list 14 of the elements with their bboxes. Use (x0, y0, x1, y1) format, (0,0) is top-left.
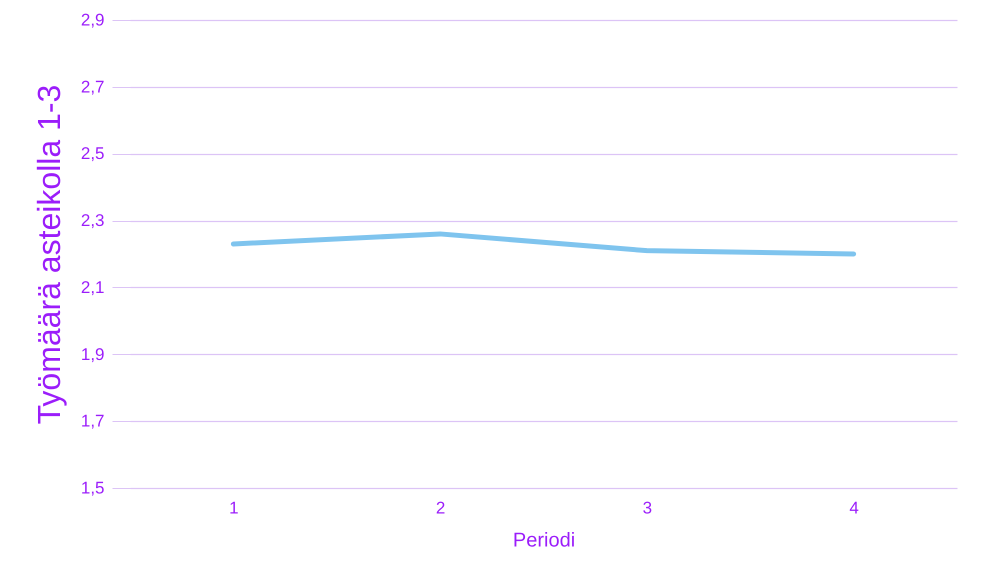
y-tick-label: 1,5 (80, 478, 104, 498)
y-tick-label: 2,3 (80, 211, 104, 230)
y-tick-label: 1,7 (80, 412, 104, 431)
y-tick-label: 2,1 (80, 278, 104, 297)
x-tick-label: 1 (229, 498, 239, 518)
y-tick-label: 2,5 (80, 144, 104, 164)
y-axis-title: Työmäärä asteikolla 1-3 (30, 84, 67, 424)
x-tick-label: 4 (849, 498, 859, 518)
x-tick-label: 2 (436, 498, 446, 518)
y-tick-label: 1,9 (80, 344, 104, 364)
x-tick-label: 3 (642, 498, 652, 518)
y-tick-label: 2,9 (80, 10, 104, 30)
y-tick-label: 2,7 (80, 77, 104, 96)
x-axis-title: Periodi (512, 530, 576, 552)
